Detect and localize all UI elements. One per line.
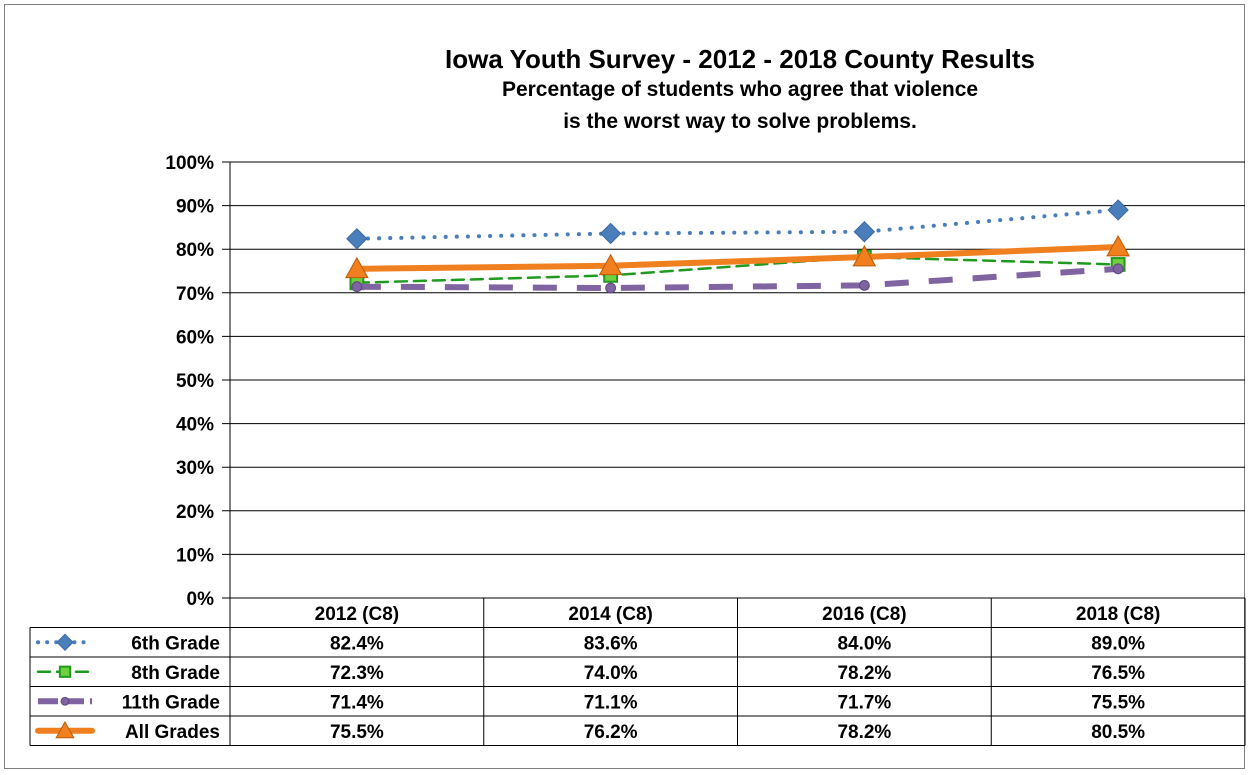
x-category-2018-c8: 2018 (C8) — [1076, 604, 1161, 625]
y-tick-label-20: 20% — [176, 502, 214, 523]
series-line-6th-grade — [354, 207, 1121, 241]
data-label-11th-grade-0: 71.4% — [330, 692, 384, 713]
chart-subtitle-line1: Percentage of students who agree that vi… — [501, 78, 979, 101]
data-label-all-grades-2: 78.2% — [837, 722, 891, 743]
y-tick-label-80: 80% — [176, 240, 214, 261]
x-category-2012-c8: 2012 (C8) — [315, 604, 400, 625]
point-all-grades-3 — [1106, 234, 1130, 257]
gridlines — [222, 161, 1245, 599]
point-6th-grade-0 — [346, 228, 368, 250]
y-tick-label-60: 60% — [176, 327, 214, 348]
data-label-8th-grade-0: 72.3% — [330, 663, 384, 684]
data-label-11th-grade-1: 71.1% — [584, 692, 638, 713]
data-label-11th-grade-2: 71.7% — [837, 692, 891, 713]
data-label-all-grades-0: 75.5% — [330, 722, 384, 743]
y-axis: 0% 10% 20% 30% 40% 50% 60% 70% 80% 90% 100% — [165, 153, 231, 610]
y-tick-label-0: 0% — [187, 589, 215, 610]
legend-label-6th-grade: 6th Grade — [131, 633, 220, 654]
point-all-grades-2 — [852, 245, 877, 267]
x-category-2016-c8: 2016 (C8) — [822, 604, 907, 625]
legend-key-marker-all-grades — [55, 720, 75, 739]
point-6th-grade-1 — [599, 222, 622, 245]
legend-label-11th-grade: 11th Grade — [122, 692, 220, 713]
legend-key-marker-8th-grade — [58, 665, 72, 678]
plot-area — [345, 199, 1130, 294]
chart-title: Iowa Youth Survey - 2012 - 2018 County R… — [444, 44, 1035, 74]
legend-label-all-grades: All Grades — [125, 722, 220, 743]
legend-key-marker-6th-grade — [56, 633, 74, 651]
series-line-8th-grade — [355, 255, 1120, 285]
point-6th-grade-2 — [853, 221, 876, 243]
y-tick-label-30: 30% — [176, 458, 214, 479]
point-all-grades-1 — [598, 253, 623, 276]
legend-key-marker-11th-grade — [60, 696, 70, 706]
data-label-8th-grade-2: 78.2% — [837, 663, 891, 684]
point-11th-grade-1 — [605, 282, 617, 294]
chart-subtitle-line2: is the worst way to solve problems. — [563, 110, 917, 133]
chart-frame — [4, 4, 1245, 769]
data-label-6th-grade-2: 84.0% — [837, 633, 891, 654]
point-11th-grade-2 — [858, 279, 870, 291]
data-label-all-grades-1: 76.2% — [584, 722, 638, 743]
data-label-6th-grade-0: 82.4% — [330, 633, 384, 654]
y-tick-label-40: 40% — [176, 415, 214, 436]
data-label-8th-grade-1: 74.0% — [584, 663, 638, 684]
series-line-all-grades — [353, 244, 1122, 272]
legend-label-8th-grade: 8th Grade — [131, 663, 220, 684]
y-tick-label-10: 10% — [176, 545, 214, 566]
data-table: 2012 (C8) 2014 (C8) 2016 (C8) 2018 (C8) 6th … — [29, 597, 1246, 746]
data-label-11th-grade-3: 75.5% — [1091, 692, 1145, 713]
y-tick-label-70: 70% — [176, 284, 214, 305]
point-11th-grade-3 — [1112, 263, 1124, 275]
data-label-6th-grade-1: 83.6% — [584, 633, 638, 654]
x-category-2014-c8: 2014 (C8) — [568, 604, 653, 625]
y-tick-label-90: 90% — [176, 197, 214, 218]
y-tick-label-100: 100% — [165, 153, 214, 174]
series-line-11th-grade — [356, 265, 1119, 292]
y-tick-label-50: 50% — [176, 371, 214, 392]
data-label-all-grades-3: 80.5% — [1091, 722, 1145, 743]
point-11th-grade-0 — [351, 281, 363, 293]
point-all-grades-0 — [345, 256, 369, 279]
data-label-6th-grade-3: 89.0% — [1091, 633, 1145, 654]
point-6th-grade-3 — [1107, 199, 1129, 221]
data-label-8th-grade-3: 76.5% — [1091, 663, 1145, 684]
